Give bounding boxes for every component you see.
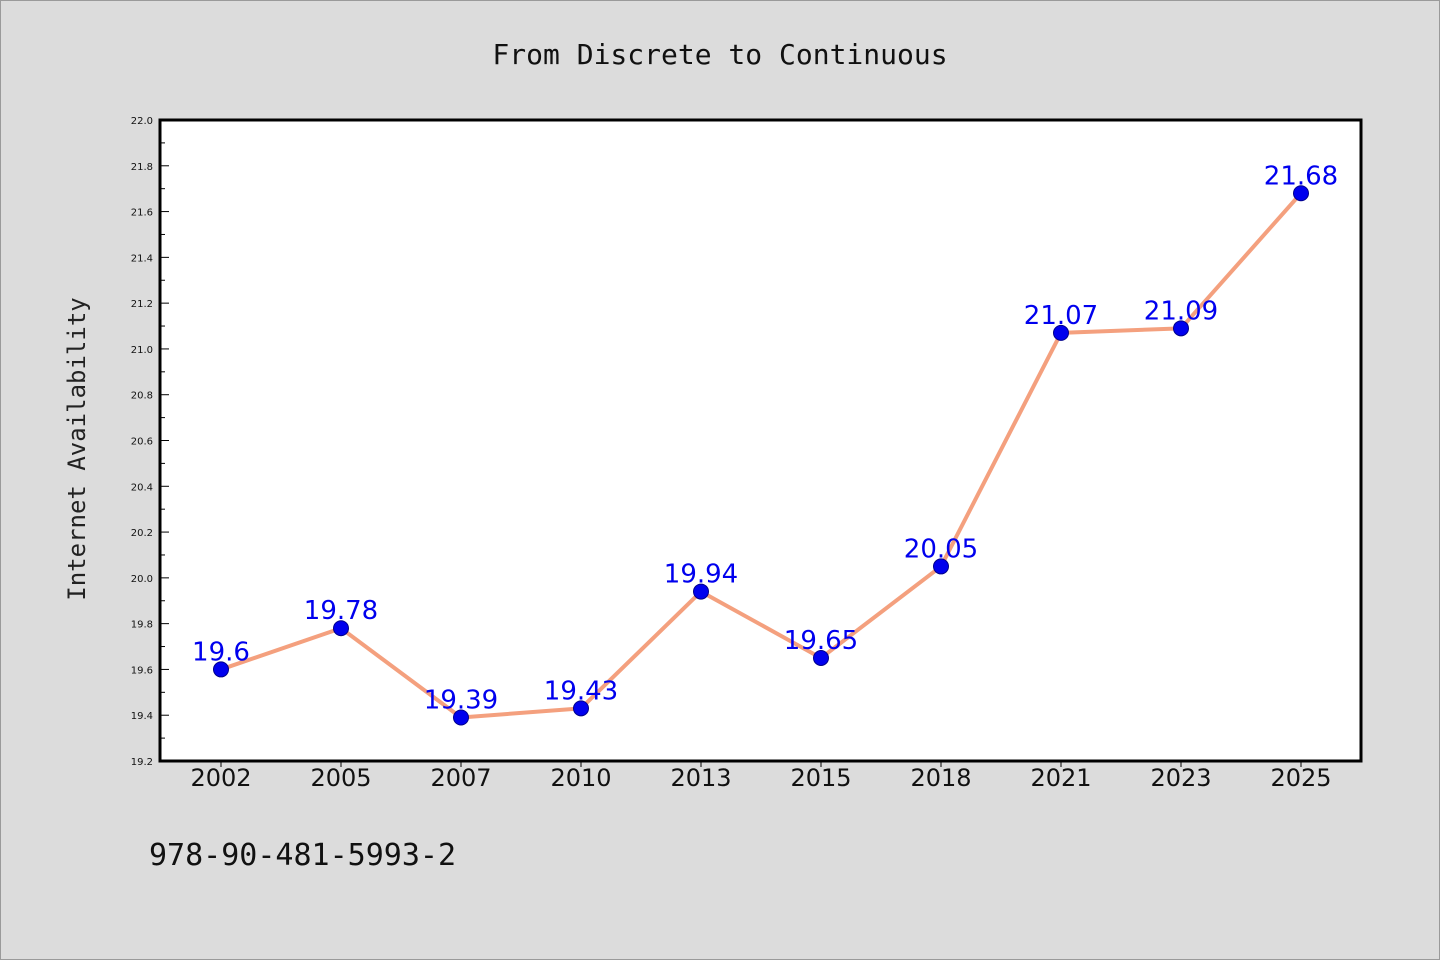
data-point-marker bbox=[573, 700, 589, 717]
y-axis-label: Internet Availability bbox=[63, 297, 91, 600]
data-point-label: 19.43 bbox=[544, 676, 618, 706]
y-tick-label: 22.0 bbox=[131, 116, 153, 127]
y-tick-label: 21.2 bbox=[131, 299, 153, 310]
x-tick-label: 2015 bbox=[790, 764, 851, 792]
data-point-label: 21.07 bbox=[1024, 301, 1098, 331]
y-tick-label: 21.0 bbox=[131, 345, 153, 356]
data-point-marker bbox=[453, 709, 469, 726]
data-point-marker bbox=[693, 583, 709, 600]
data-point-marker bbox=[1053, 324, 1069, 341]
data-point-label: 21.68 bbox=[1264, 161, 1338, 191]
y-tick-label: 19.8 bbox=[131, 620, 153, 631]
y-tick-label: 20.8 bbox=[131, 391, 153, 402]
x-tick-label: 2023 bbox=[1150, 764, 1211, 792]
data-point-marker bbox=[1173, 320, 1189, 337]
x-tick-label: 2002 bbox=[190, 764, 251, 792]
data-point-label: 19.65 bbox=[784, 626, 858, 656]
series-layer: 19.6 19.78 19.39 19.43 19.94 19.65 20.05 21.07 2… bbox=[192, 161, 1338, 726]
x-tick-label: 2018 bbox=[910, 764, 971, 792]
y-tick-label: 21.8 bbox=[131, 162, 153, 173]
x-tick-label: 2005 bbox=[310, 764, 371, 792]
data-point-label: 19.39 bbox=[424, 686, 498, 716]
x-axis-ticks: 2002 2005 2007 2010 2013 2015 2018 2021 2023 2025 bbox=[190, 761, 1332, 792]
y-tick-label: 20.2 bbox=[131, 528, 153, 539]
data-point-label: 21.09 bbox=[1144, 296, 1218, 326]
data-point-marker bbox=[213, 661, 229, 678]
y-tick-label: 19.2 bbox=[131, 757, 153, 768]
y-tick-label: 20.4 bbox=[131, 482, 153, 493]
chart-title: From Discrete to Continuous bbox=[492, 38, 947, 71]
y-tick-label: 20.6 bbox=[131, 437, 153, 448]
series-line bbox=[219, 191, 1303, 720]
data-point-marker bbox=[1293, 185, 1309, 202]
plot-area bbox=[158, 118, 1363, 763]
data-point-label: 19.6 bbox=[192, 637, 250, 667]
y-tick-label: 21.6 bbox=[131, 208, 153, 219]
data-point-marker bbox=[933, 558, 949, 575]
data-point-label: 19.78 bbox=[304, 596, 378, 626]
footer-code: 978-90-481-5993-2 bbox=[149, 838, 456, 873]
x-tick-label: 2021 bbox=[1030, 764, 1091, 792]
data-point-marker bbox=[813, 649, 829, 666]
data-point-marker bbox=[333, 620, 349, 637]
data-point-label: 19.94 bbox=[664, 560, 738, 590]
x-tick-label: 2013 bbox=[670, 764, 731, 792]
y-tick-label: 19.6 bbox=[131, 665, 153, 676]
data-point-label: 20.05 bbox=[904, 534, 978, 564]
x-tick-label: 2007 bbox=[430, 764, 491, 792]
y-tick-label: 19.4 bbox=[131, 711, 153, 722]
y-tick-label: 21.4 bbox=[131, 253, 153, 264]
x-tick-label: 2010 bbox=[550, 764, 611, 792]
y-tick-label: 20.0 bbox=[131, 574, 153, 585]
y-axis-ticks: 19.2 19.4 19.6 19.8 20.0 20.2 20.4 20.6 20.8 21.0… bbox=[131, 116, 169, 768]
x-tick-label: 2025 bbox=[1270, 764, 1331, 792]
